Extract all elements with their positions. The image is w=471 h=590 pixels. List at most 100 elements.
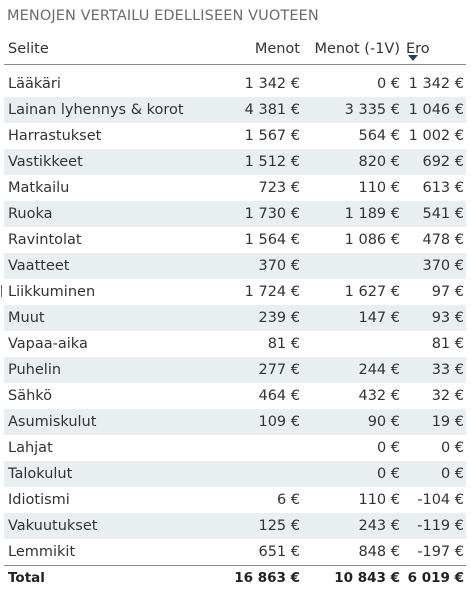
row-label: Lääkäri bbox=[4, 71, 230, 97]
row-label: Idiotismi bbox=[4, 487, 230, 513]
row-menot: 1 512 € bbox=[230, 149, 302, 175]
row-ero: 692 € bbox=[402, 149, 466, 175]
row-label: Ravintolat bbox=[4, 227, 230, 253]
row-label: Lahjat bbox=[4, 435, 230, 461]
row-ero: 33 € bbox=[402, 357, 466, 383]
row-menot-prev: 243 € bbox=[302, 513, 402, 539]
row-menot-prev bbox=[302, 331, 402, 357]
row-label: Matkailu bbox=[4, 175, 230, 201]
row-ero: -104 € bbox=[402, 487, 466, 513]
row-menot: 723 € bbox=[230, 175, 302, 201]
column-header-selite[interactable]: Selite bbox=[4, 34, 230, 65]
row-ero: 0 € bbox=[402, 461, 466, 487]
row-menot: 4 381 € bbox=[230, 97, 302, 123]
row-menot bbox=[230, 435, 302, 461]
row-menot-prev: 3 335 € bbox=[302, 97, 402, 123]
row-label: Harrastukset bbox=[4, 123, 230, 149]
row-ero: 19 € bbox=[402, 409, 466, 435]
row-label: Lemmikit bbox=[4, 539, 230, 566]
row-menot-prev: 820 € bbox=[302, 149, 402, 175]
row-menot: 125 € bbox=[230, 513, 302, 539]
row-menot-prev: 564 € bbox=[302, 123, 402, 149]
row-menot-prev: 1 189 € bbox=[302, 201, 402, 227]
row-menot-prev: 0 € bbox=[302, 435, 402, 461]
row-label: Talokulut bbox=[4, 461, 230, 487]
column-header-selite-label: Selite bbox=[8, 41, 49, 57]
row-menot: 651 € bbox=[230, 539, 302, 566]
row-menot-prev bbox=[302, 253, 402, 279]
total-label: Total bbox=[4, 566, 230, 590]
row-menot: 464 € bbox=[230, 383, 302, 409]
row-menot: 370 € bbox=[230, 253, 302, 279]
row-label: Liikkuminen bbox=[4, 279, 230, 305]
table-title: MENOJEN VERTAILU EDELLISEEN VUOTEEN bbox=[7, 8, 319, 24]
row-menot-prev: 848 € bbox=[302, 539, 402, 566]
row-label: Vaatteet bbox=[4, 253, 230, 279]
row-menot-prev: 110 € bbox=[302, 175, 402, 201]
total-ero: 6 019 € bbox=[402, 566, 466, 590]
row-menot: 109 € bbox=[230, 409, 302, 435]
column-header-menot-prev[interactable]: Menot (-1V) bbox=[302, 34, 402, 65]
column-header-menot-label: Menot bbox=[255, 41, 300, 57]
column-header-menot[interactable]: Menot bbox=[230, 34, 302, 65]
sort-descending-icon[interactable] bbox=[408, 55, 418, 61]
row-ero: 1 002 € bbox=[402, 123, 466, 149]
row-menot-prev: 244 € bbox=[302, 357, 402, 383]
row-label: Sähkö bbox=[4, 383, 230, 409]
row-label: Asumiskulut bbox=[4, 409, 230, 435]
row-menot: 81 € bbox=[230, 331, 302, 357]
row-ero: 0 € bbox=[402, 435, 466, 461]
resize-handle[interactable] bbox=[1, 285, 2, 297]
row-ero: -197 € bbox=[402, 539, 466, 566]
row-menot: 1 342 € bbox=[230, 71, 302, 97]
row-label: Vapaa-aika bbox=[4, 331, 230, 357]
row-ero: 478 € bbox=[402, 227, 466, 253]
row-label: Ruoka bbox=[4, 201, 230, 227]
row-menot-prev: 0 € bbox=[302, 71, 402, 97]
row-menot-prev: 90 € bbox=[302, 409, 402, 435]
row-ero: 370 € bbox=[402, 253, 466, 279]
row-menot-prev: 110 € bbox=[302, 487, 402, 513]
column-header-menot-prev-label: Menot (-1V) bbox=[315, 41, 400, 57]
row-ero: 93 € bbox=[402, 305, 466, 331]
table-row[interactable]: Lahjat 0 €0 € bbox=[4, 435, 466, 461]
row-menot-prev: 1 086 € bbox=[302, 227, 402, 253]
row-ero: 541 € bbox=[402, 201, 466, 227]
row-label: Vakuutukset bbox=[4, 513, 230, 539]
row-menot: 1 730 € bbox=[230, 201, 302, 227]
row-label: Vastikkeet bbox=[4, 149, 230, 175]
row-menot: 239 € bbox=[230, 305, 302, 331]
total-menot: 16 863 € bbox=[230, 566, 302, 590]
row-ero: 32 € bbox=[402, 383, 466, 409]
header-row: Selite Menot Menot (-1V) Ero bbox=[4, 34, 466, 65]
row-menot: 277 € bbox=[230, 357, 302, 383]
row-ero: 1 046 € bbox=[402, 97, 466, 123]
row-label: Muut bbox=[4, 305, 230, 331]
row-ero: 1 342 € bbox=[402, 71, 466, 97]
row-ero: -119 € bbox=[402, 513, 466, 539]
row-label: Puhelin bbox=[4, 357, 230, 383]
row-menot bbox=[230, 461, 302, 487]
total-menot-prev: 10 843 € bbox=[302, 566, 402, 590]
column-header-ero[interactable]: Ero bbox=[402, 34, 466, 65]
row-ero: 97 € bbox=[402, 279, 466, 305]
